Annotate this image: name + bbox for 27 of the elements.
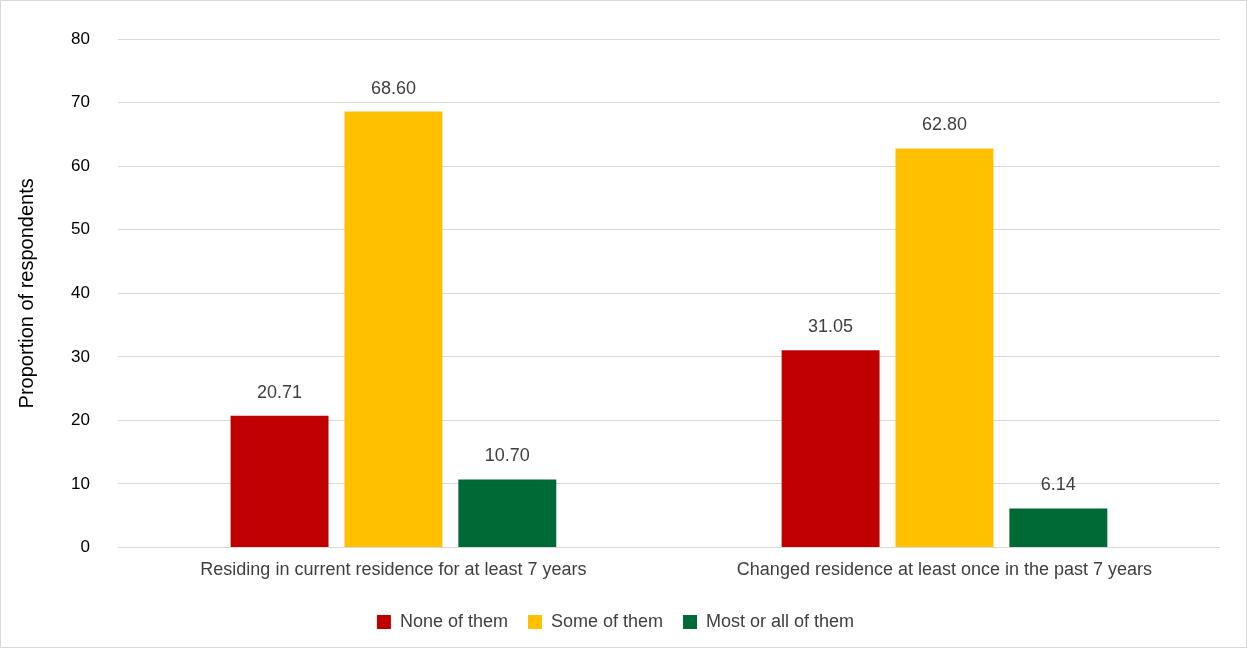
- bar: [458, 479, 557, 547]
- x-tick-label: Residing in current residence for at least 7 years: [200, 559, 587, 580]
- legend-label: None of them: [399, 610, 508, 631]
- bar: [781, 350, 880, 547]
- y-tick-label: 0: [80, 537, 90, 557]
- y-tick-label: 40: [70, 282, 90, 302]
- data-label: 31.05: [808, 316, 854, 337]
- x-tick-label: Changed residence at least once in the past 7 years: [736, 559, 1153, 580]
- data-label: 6.14: [1040, 474, 1076, 495]
- bar: [1009, 508, 1108, 547]
- y-tick-label: 20: [70, 410, 90, 430]
- y-tick-label: 50: [70, 219, 90, 239]
- bar: [895, 148, 994, 547]
- y-tick-label: 70: [70, 92, 90, 112]
- y-tick-label: 30: [70, 346, 90, 366]
- y-tick-label: 80: [70, 28, 90, 48]
- y-tick-label: 10: [70, 473, 90, 493]
- data-label: 62.80: [921, 114, 967, 135]
- data-label: 68.60: [370, 77, 416, 98]
- bar: [344, 111, 443, 547]
- legend-label: Most or all of them: [706, 610, 855, 631]
- bar: [230, 415, 329, 547]
- data-label: 10.70: [484, 445, 530, 466]
- data-label: 20.71: [257, 381, 303, 402]
- y-axis-title: Proportion of respondents: [14, 178, 37, 409]
- y-tick-label: 60: [70, 155, 90, 175]
- legend-label: Some of them: [550, 610, 664, 631]
